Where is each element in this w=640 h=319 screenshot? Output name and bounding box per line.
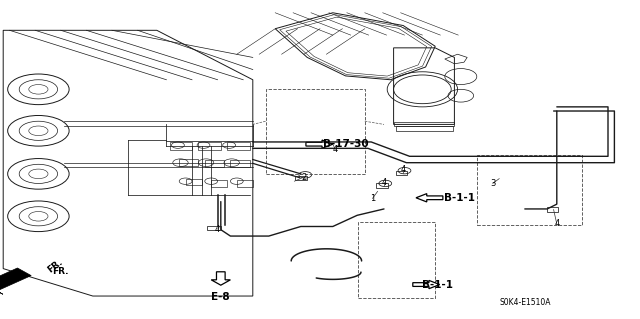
Text: 2: 2 — [301, 173, 307, 182]
Bar — [237, 180, 253, 187]
Text: B-17-30: B-17-30 — [323, 139, 369, 149]
Polygon shape — [413, 280, 440, 289]
Text: FR.: FR. — [52, 267, 69, 276]
Bar — [205, 160, 224, 167]
Polygon shape — [306, 140, 333, 148]
Bar — [547, 207, 558, 212]
Bar — [376, 183, 388, 188]
Bar — [230, 160, 250, 167]
Text: 4: 4 — [554, 219, 559, 228]
Text: 4: 4 — [215, 225, 220, 234]
Bar — [295, 176, 307, 180]
Text: 3: 3 — [490, 179, 495, 188]
Bar — [207, 226, 221, 230]
Polygon shape — [0, 280, 3, 294]
Bar — [227, 142, 250, 150]
Text: B-1-1: B-1-1 — [422, 279, 453, 290]
Bar — [198, 142, 221, 150]
Text: 4: 4 — [333, 145, 338, 154]
Text: B-1-1: B-1-1 — [444, 193, 474, 203]
Polygon shape — [416, 194, 443, 202]
Text: 1: 1 — [370, 194, 375, 203]
Bar — [396, 126, 453, 131]
Text: S0K4-E1510A: S0K4-E1510A — [499, 298, 550, 307]
Bar — [179, 159, 198, 166]
Text: 4: 4 — [381, 178, 387, 187]
Text: E-8: E-8 — [211, 292, 230, 302]
Bar — [266, 89, 365, 174]
Bar — [396, 171, 407, 175]
Polygon shape — [211, 272, 230, 285]
Polygon shape — [0, 268, 31, 291]
Bar — [477, 155, 582, 225]
Bar — [394, 122, 454, 126]
Bar — [211, 180, 227, 187]
Bar — [358, 222, 435, 298]
Bar — [170, 142, 192, 150]
Bar — [186, 179, 202, 185]
Text: 4: 4 — [401, 165, 406, 174]
Text: FR.: FR. — [46, 258, 65, 275]
